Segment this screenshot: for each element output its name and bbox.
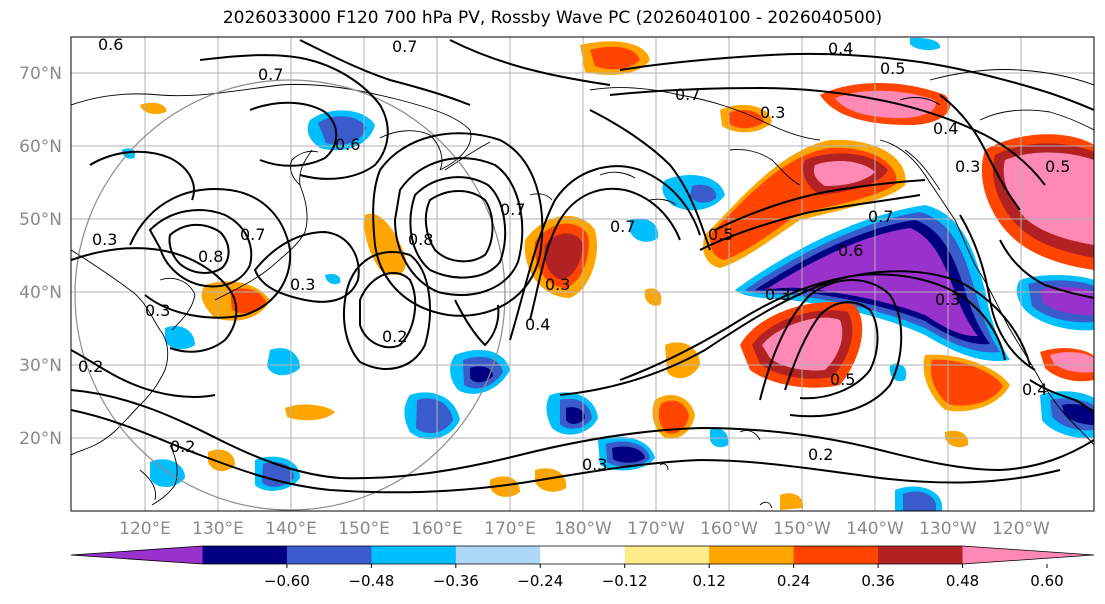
positive-anomaly-alaska (703, 139, 906, 268)
lon-label: 120°W (992, 519, 1050, 539)
lon-label: 130°E (192, 519, 244, 539)
lat-label: 60°N (19, 137, 62, 157)
lon-label: 140°W (846, 519, 904, 539)
coastlines (71, 69, 1094, 509)
anomaly-shading (122, 37, 1094, 511)
colorbar-tick-label: 0.24 (777, 572, 810, 590)
lon-label: 160°W (700, 519, 758, 539)
contour-label: 0.2 (78, 357, 103, 376)
contour-label: 0.3 (935, 290, 960, 309)
contour-label: 0.6 (335, 135, 360, 154)
positive-anomaly-canada (981, 134, 1094, 270)
distance-circle (74, 79, 506, 511)
colorbar-tick-label: −0.12 (602, 572, 648, 590)
colorbar-segment (878, 546, 964, 564)
contour-label: 0.3 (545, 275, 570, 294)
map-title: 2026033000 F120 700 hPa PV, Rossby Wave … (222, 8, 883, 28)
colorbar-tick-label: −0.60 (264, 572, 310, 590)
contour-label: 0.6 (838, 241, 863, 260)
colorbar-arrow-right (962, 546, 1094, 564)
colorbar: −0.60 −0.48 −0.36 −0.24 −0.12 0.12 0.24 0.36 0.4… (70, 545, 1095, 590)
colorbar-tick-label: −0.24 (517, 572, 563, 590)
latitude-labels: 70°N 60°N 50°N 40°N 30°N 20°N (19, 64, 62, 449)
colorbar-segment (286, 546, 372, 564)
contour-label: 0.7 (240, 225, 265, 244)
map-frame (70, 36, 1095, 512)
contour-label: 0.7 (258, 65, 283, 84)
contour-label: 0.7 (500, 200, 525, 219)
contour-label: 0.3 (765, 285, 790, 304)
colorbar-tick-label: −0.36 (433, 572, 479, 590)
colorbar-segment (202, 546, 288, 564)
contour-label: 0.5 (880, 59, 905, 78)
lon-label: 150°E (338, 519, 390, 539)
lon-label: 170°W (627, 519, 685, 539)
contour-label: 0.3 (760, 103, 785, 122)
colorbar-segment (624, 546, 710, 564)
contour-label: 0.5 (830, 370, 855, 389)
colorbar-segment (540, 546, 626, 564)
lat-label: 70°N (19, 64, 62, 84)
contour-label: 0.3 (145, 301, 170, 320)
contour-label: 0.4 (1022, 380, 1047, 399)
lon-label: 130°W (919, 519, 977, 539)
colorbar-segment (455, 546, 541, 564)
contour-label: 0.8 (408, 230, 433, 249)
contour-label: 0.4 (525, 315, 550, 334)
contour-label: 0.7 (675, 85, 700, 104)
contour-label: 0.3 (290, 275, 315, 294)
lon-label: 170°E (484, 519, 536, 539)
colorbar-tick-label: 0.12 (692, 572, 725, 590)
contour-label: 0.7 (868, 207, 893, 226)
lat-label: 20°N (19, 429, 62, 449)
contour-label: 0.4 (933, 119, 958, 138)
contour-label: 0.2 (382, 327, 407, 346)
contour-label: 0.5 (708, 225, 733, 244)
contour-label: 0.7 (610, 217, 635, 236)
contour-label: 0.8 (198, 247, 223, 266)
colorbar-segment (793, 546, 879, 564)
colorbar-tick-label: 0.48 (946, 572, 979, 590)
colorbar-tick-label: 0.36 (861, 572, 894, 590)
graticule (71, 37, 1094, 511)
colorbar-segment (709, 546, 795, 564)
lon-label: 160°E (411, 519, 463, 539)
contour-label: 0.3 (955, 157, 980, 176)
contour-label: 0.4 (828, 39, 853, 58)
contour-label: 0.7 (392, 37, 417, 56)
map-panel: 0.6 0.7 0.7 0.4 0.5 0.7 0.4 0.3 0.5 0.3 … (70, 35, 1095, 512)
contour-label: 0.5 (1045, 157, 1070, 176)
contour-label: 0.3 (582, 455, 607, 474)
longitude-labels: 120°E 130°E 140°E 150°E 160°E 170°E 180°… (119, 519, 1050, 539)
colorbar-tick-label: 0.60 (1030, 572, 1063, 590)
colorbar-arrow-left (71, 546, 203, 564)
contour-label: 0.2 (170, 437, 195, 456)
lat-label: 50°N (19, 210, 62, 230)
colorbar-tick-label: −0.48 (348, 572, 394, 590)
lat-label: 40°N (19, 283, 62, 303)
lon-label: 120°E (119, 519, 171, 539)
lon-label: 180°W (554, 519, 612, 539)
lon-label: 140°E (265, 519, 317, 539)
pv-contours (71, 39, 1094, 494)
colorbar-outline (70, 545, 1095, 565)
colorbar-segment (371, 546, 457, 564)
contour-label: 0.6 (98, 35, 123, 54)
contour-label: 0.2 (808, 445, 833, 464)
contour-labels: 0.6 0.7 0.7 0.4 0.5 0.7 0.4 0.3 0.5 0.3 … (78, 35, 1070, 474)
lat-label: 30°N (19, 356, 62, 376)
contour-label: 0.3 (92, 230, 117, 249)
lon-label: 150°W (773, 519, 831, 539)
